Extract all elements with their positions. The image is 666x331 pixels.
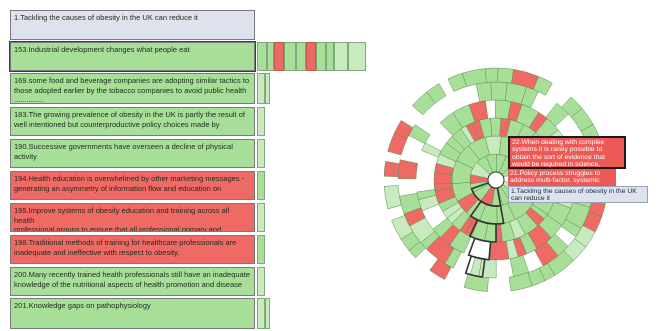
sunburst-highlight-path[interactable] [464,255,486,278]
sunburst-segment[interactable] [508,272,533,292]
tree-node-label: 194.Health education is overwhelmed by o… [14,174,245,200]
sunburst-panel: 22.When dealing with complex systems it … [380,20,666,320]
tree-child-segment[interactable] [284,42,296,71]
tree-node[interactable]: 153.Industrial development changes what … [9,41,256,72]
tree-child-segment[interactable] [296,42,306,71]
tooltip-node-21: 21.Policy process struggles to address m… [508,169,616,192]
tree-node[interactable]: 190.Successive governments have overseen… [10,139,255,168]
sunburst-segment[interactable] [391,215,414,240]
tree-child-segment[interactable] [257,139,265,168]
tree-root-label: 1.Tackling the causes of obesity in the … [14,13,198,22]
sunburst-highlight-path[interactable] [468,218,497,243]
tree-node[interactable]: 201.Knowledge gaps on pathophysiology [10,298,255,329]
tooltip-node-1: 1.Tackling the causes of obesity in the … [508,186,648,203]
sunburst-segment[interactable] [484,67,499,83]
tree-child-segment[interactable] [257,107,265,136]
tree-node-label: 198.Traditional methods of training for … [14,238,237,257]
sunburst-segment[interactable] [490,81,508,101]
tree-node-label: 153.Industrial development changes what … [14,45,190,54]
tree-child-segment[interactable] [306,42,316,71]
tree-child-segment[interactable] [326,42,334,71]
icicle-panel: 1.Tackling the causes of obesity in the … [9,10,366,329]
tooltip-node-1-text: 1.Tackling the causes of obesity in the … [511,188,637,203]
tree-child-segment[interactable] [334,42,348,71]
sunburst-segment[interactable] [429,258,452,280]
sunburst-center[interactable] [487,171,505,189]
sunburst-segment[interactable] [394,120,414,140]
tree-node-label: 169.some food and beverage companies are… [14,76,250,104]
tree-child-segment[interactable] [316,42,326,71]
tree-child-segment[interactable] [348,42,366,71]
tree-child-segment[interactable] [267,42,274,71]
tree-child-segment[interactable] [257,298,265,329]
sunburst-segment[interactable] [426,83,447,104]
tree-node-label: 190.Successive governments have overseen… [14,142,233,161]
tree-node[interactable]: 169.some food and beverage companies are… [10,73,255,104]
tree-node[interactable]: 195.Improve systems of obesity education… [10,203,255,232]
tree-child-segment[interactable] [274,42,284,71]
tree-node[interactable]: 183.The growing prevalence of obesity in… [10,107,255,136]
tree-child-segment[interactable] [257,203,265,232]
tree-node[interactable]: 200.Many recently trained health profess… [10,267,255,296]
sunburst-segment[interactable] [421,142,442,158]
tree-child-segment[interactable] [257,267,265,296]
tree-child-segment[interactable] [257,235,265,264]
sunburst-chart[interactable] [380,20,666,320]
tree-child-segment[interactable] [265,73,270,104]
sunburst-segment[interactable] [383,185,402,210]
tree-node[interactable]: 194.Health education is overwhelmed by o… [10,171,255,200]
sunburst-segment[interactable] [397,159,419,180]
tree-node-label: 195.Improve systems of obesity education… [14,206,230,232]
sunburst-segment[interactable] [475,81,493,102]
tooltip-node-22: 22.When dealing with complex systems it … [508,136,626,176]
tree-node-label: 201.Knowledge gaps on pathophysiology [14,301,151,310]
sunburst-segment[interactable] [532,76,553,96]
tree-child-segment[interactable] [257,73,265,104]
tree-child-segment[interactable] [257,171,265,200]
tree-node-label: 200.Many recently trained health profess… [14,270,250,296]
sunburst-segment[interactable] [383,161,400,177]
tree-node-label: 183.The growing prevalence of obesity in… [14,110,245,136]
tree-child-segment[interactable] [265,298,270,329]
sunburst-highlight-path[interactable] [467,237,492,261]
tree-root-node[interactable]: 1.Tackling the causes of obesity in the … [10,10,255,40]
tree-node[interactable]: 198.Traditional methods of training for … [10,235,255,264]
sunburst-segment[interactable] [489,240,510,261]
sunburst-segment[interactable] [497,67,514,84]
tree-child-segment[interactable] [257,42,267,71]
sunburst-segment[interactable] [490,117,502,137]
sunburst-highlight-path[interactable] [469,200,505,225]
